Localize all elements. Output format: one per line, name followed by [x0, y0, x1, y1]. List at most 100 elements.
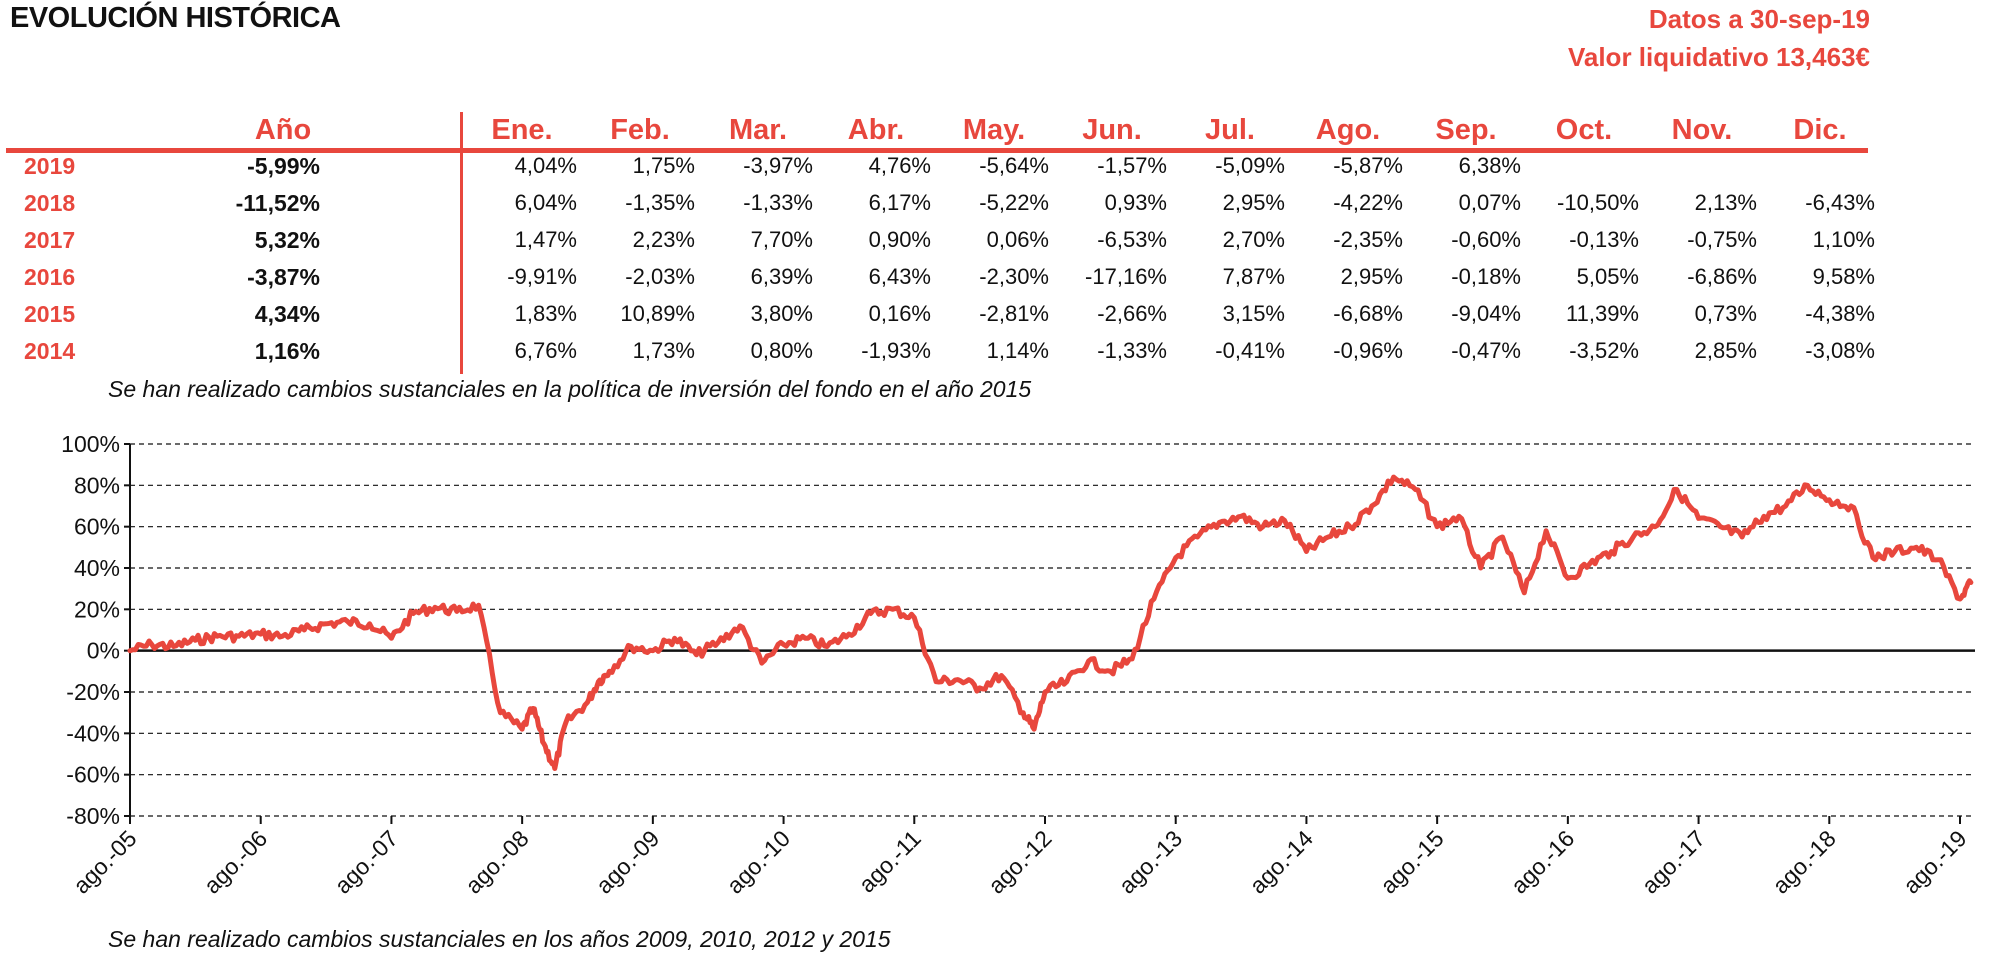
row-monthly-return: 7,70% — [750, 227, 813, 252]
row-monthly-return: 2,95% — [1340, 264, 1403, 289]
row-monthly-return: -6,68% — [1333, 301, 1403, 326]
row-monthly-return: -6,86% — [1687, 264, 1757, 289]
y-tick-label: -20% — [66, 679, 120, 705]
x-tick-label: ago.-14 — [1244, 825, 1318, 899]
x-tick-label: ago.-07 — [329, 825, 403, 899]
x-tick-label: ago.-10 — [722, 825, 796, 899]
month-header: Oct. — [1555, 114, 1613, 146]
row-monthly-return: 2,23% — [632, 227, 695, 252]
month-header: Mar. — [728, 114, 788, 146]
row-monthly-return: 3,80% — [750, 301, 813, 326]
y-tick-label: 80% — [74, 472, 120, 498]
row-monthly-return: 3,15% — [1222, 301, 1285, 326]
performance-line — [127, 474, 1974, 771]
row-monthly-return: 1,73% — [632, 338, 695, 363]
row-year: 2016 — [24, 264, 76, 290]
row-monthly-return: 11,39% — [1566, 301, 1639, 326]
table-header-divider — [6, 148, 1868, 153]
table-row: 2017 5,32% 1,47% 2,23% 7,70% 0,90% 0,06% -6,53%… — [0, 227, 1875, 263]
row-year: 2017 — [24, 227, 76, 253]
row-monthly-return: -1,33% — [1097, 338, 1167, 363]
row-monthly-return: -1,93% — [861, 338, 931, 363]
row-monthly-return: -0,75% — [1687, 227, 1757, 252]
x-tick-label: ago.-06 — [199, 825, 273, 899]
row-monthly-return: 6,38% — [1458, 153, 1521, 178]
year-column-header: Año — [254, 114, 312, 146]
row-monthly-return: 4,76% — [868, 153, 931, 178]
row-monthly-return: 0,80% — [750, 338, 813, 363]
row-monthly-return: 1,10% — [1812, 227, 1875, 252]
row-year: 2019 — [24, 153, 76, 179]
table-row: 2014 1,16% 6,76% 1,73% 0,80% -1,93% 1,14% -1,33… — [0, 338, 1875, 374]
row-monthly-return: 6,39% — [750, 264, 813, 289]
table-row: 2016 -3,87% -9,91% -2,03% 6,39% 6,43% -2,30% -1… — [0, 264, 1875, 300]
row-monthly-return: 1,14% — [986, 338, 1049, 363]
row-monthly-return: -9,91% — [507, 264, 577, 289]
nav-value-label: Valor liquidativo 13,463€ — [1567, 42, 1870, 72]
row-monthly-return: 7,87% — [1222, 264, 1285, 289]
row-monthly-return: -5,09% — [1215, 153, 1285, 178]
row-monthly-return: -2,03% — [625, 264, 695, 289]
month-header: Ago. — [1315, 114, 1381, 146]
y-tick-label: 0% — [87, 638, 120, 664]
y-tick-label: 100% — [61, 431, 120, 457]
x-tick-label: ago.-09 — [591, 825, 665, 899]
row-monthly-return: -1,33% — [743, 190, 813, 215]
data-date-label: Datos a 30-sep-19 — [1648, 4, 1870, 34]
table-column-divider — [460, 112, 463, 374]
x-tick-label: ago.-05 — [68, 825, 142, 899]
row-year: 2014 — [24, 338, 76, 364]
table-footnote: Se han realizado cambios sustanciales en… — [108, 376, 1032, 402]
row-year: 2018 — [24, 190, 76, 216]
month-header: Sep. — [1435, 114, 1497, 146]
row-monthly-return: -3,52% — [1569, 338, 1639, 363]
row-monthly-return: -6,53% — [1097, 227, 1167, 252]
row-annual-return: 4,34% — [254, 301, 320, 327]
row-monthly-return: -5,22% — [979, 190, 1049, 215]
x-tick-label: ago.-13 — [1114, 825, 1188, 899]
row-monthly-return: 0,06% — [986, 227, 1049, 252]
y-tick-label: -80% — [66, 803, 120, 829]
x-tick-label: ago.-12 — [983, 825, 1057, 899]
y-tick-label: -60% — [66, 762, 120, 788]
row-monthly-return: 0,16% — [868, 301, 931, 326]
row-monthly-return: -10,50% — [1557, 190, 1639, 215]
row-monthly-return: 2,70% — [1222, 227, 1285, 252]
row-monthly-return: -0,18% — [1451, 264, 1521, 289]
row-monthly-return: 6,04% — [514, 190, 577, 215]
row-monthly-return: -0,13% — [1569, 227, 1639, 252]
table-row: 2019 -5,99% 4,04% 1,75% -3,97% 4,76% -5,64% -1,… — [0, 153, 1870, 189]
row-monthly-return: -6,43% — [1805, 190, 1875, 215]
row-monthly-return: 2,95% — [1222, 190, 1285, 215]
chart-footnote: Se han realizado cambios sustanciales en… — [108, 926, 891, 952]
month-header: May. — [962, 114, 1026, 146]
row-monthly-return: -0,47% — [1451, 338, 1521, 363]
row-monthly-return: 4,04% — [514, 153, 577, 178]
row-monthly-return: 10,89% — [620, 301, 695, 326]
row-monthly-return: -9,04% — [1451, 301, 1521, 326]
row-monthly-return: -3,97% — [743, 153, 813, 178]
row-monthly-return: -3,08% — [1805, 338, 1875, 363]
row-year: 2015 — [24, 301, 76, 327]
row-monthly-return: -5,87% — [1333, 153, 1403, 178]
row-monthly-return: -4,38% — [1805, 301, 1875, 326]
row-annual-return: 1,16% — [254, 338, 320, 364]
row-monthly-return: -0,96% — [1333, 338, 1403, 363]
month-header: Abr. — [847, 114, 905, 146]
row-monthly-return: 1,75% — [632, 153, 695, 178]
month-header: Nov. — [1671, 114, 1733, 146]
x-tick-label: ago.-08 — [460, 825, 534, 899]
row-annual-return: 5,32% — [254, 227, 320, 253]
month-header: Dic. — [1793, 114, 1847, 146]
row-monthly-return: -2,66% — [1097, 301, 1167, 326]
row-monthly-return: 0,07% — [1458, 190, 1521, 215]
month-header: Jul. — [1205, 114, 1255, 146]
row-monthly-return: -2,30% — [979, 264, 1049, 289]
y-tick-label: 40% — [74, 555, 120, 581]
x-tick-label: ago.-15 — [1375, 825, 1449, 899]
performance-chart: 100%80%60%40%20%0%-20%-40%-60%-80%ago.-0… — [61, 431, 1975, 899]
table-row: 2018 -11,52% 6,04% -1,35% -1,33% 6,17% -5,22% 0… — [0, 190, 1875, 226]
month-header: Ene. — [491, 114, 553, 146]
row-monthly-return: 0,93% — [1104, 190, 1167, 215]
row-annual-return: -5,99% — [247, 153, 320, 179]
